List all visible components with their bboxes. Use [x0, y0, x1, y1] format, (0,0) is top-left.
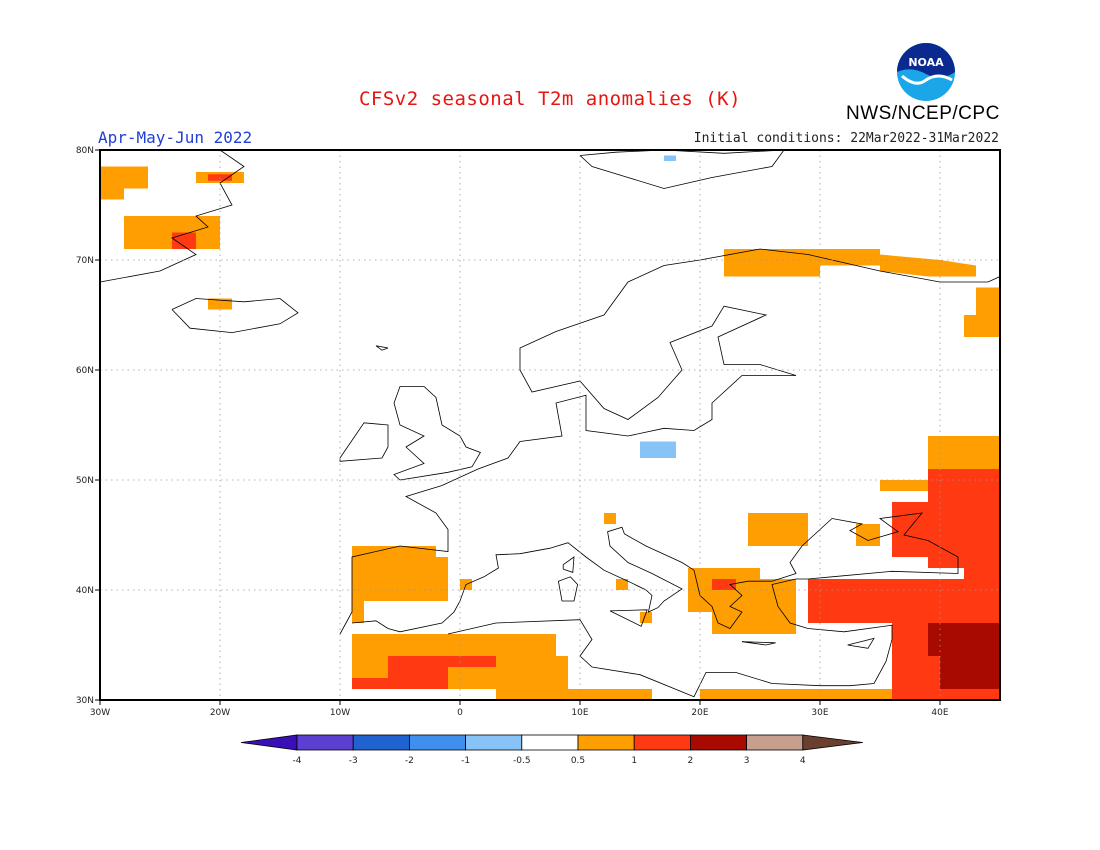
lon-tick-label: 40E: [931, 708, 948, 718]
colorbar-arrow-low: [240, 734, 298, 751]
colorbar-label: -3: [349, 756, 358, 766]
agency-label: NWS/NCEP/CPC: [846, 103, 1000, 124]
anomaly-orange-region: [688, 568, 796, 634]
colorbar-label: 1: [631, 756, 637, 766]
coastline: [847, 637, 875, 649]
anomaly-lightblue-region: [640, 441, 676, 458]
coastline: [351, 512, 959, 698]
svg-text:NOAA: NOAA: [908, 56, 944, 69]
lat-tick-label: 50N: [76, 476, 94, 486]
coastline: [339, 422, 389, 462]
anomaly-orange-region: [352, 546, 448, 623]
graticule: [100, 150, 1000, 700]
map-title: CFSv2 seasonal T2m anomalies (K): [358, 88, 742, 110]
anomaly-red-region: [928, 469, 1000, 568]
map-frame: [99, 149, 1001, 701]
anomaly-orange-region: [496, 656, 652, 700]
coastline: [741, 641, 776, 646]
anomaly-regions: [100, 155, 1000, 700]
anomaly-lightblue-region: [664, 155, 676, 161]
lat-tick-label: 60N: [76, 366, 94, 376]
colorbar: -4 -3 -2 -1 -0.5 0.5 1 2 3 4: [240, 734, 863, 766]
lon-tick-label: 10W: [330, 708, 350, 718]
lon-tick-label: 30W: [90, 708, 110, 718]
anomaly-orange-region: [748, 513, 808, 546]
colorbar-segment: [633, 734, 691, 751]
colorbar-segment: [465, 734, 523, 751]
coastline: [609, 609, 648, 627]
anomaly-darkred-region: [928, 623, 1000, 689]
coastlines: [100, 150, 1000, 698]
anomaly-red-region: [352, 656, 496, 689]
lon-tick-label: 10E: [571, 708, 588, 718]
colorbar-arrow-high: [802, 734, 863, 751]
anomaly-red-region: [172, 232, 196, 249]
lon-tick-label: 0: [457, 708, 463, 718]
anomaly-red-region: [712, 579, 736, 590]
colorbar-label: -4: [293, 756, 302, 766]
colorbar-segment: [408, 734, 466, 751]
anomaly-orange-region: [616, 579, 628, 590]
lat-tick-label: 40N: [76, 586, 94, 596]
colorbar-label: -0.5: [513, 756, 531, 766]
lon-tick-label: 30E: [811, 708, 828, 718]
forecast-period: Apr-May-Jun 2022: [98, 128, 253, 147]
initial-conditions: Initial conditions: 22Mar2022-31Mar2022: [693, 131, 999, 146]
axis-ticks: 30W 20W 10W 0 10E 20E 30E 40E 30N 40N 50N 60N 70N 80N: [76, 146, 949, 718]
colorbar-segment: [690, 734, 748, 751]
anomaly-red-region: [892, 502, 928, 557]
colorbar-segment: [521, 734, 579, 751]
colorbar-label: 3: [744, 756, 750, 766]
anomaly-orange-region: [880, 254, 976, 277]
coastline: [375, 345, 389, 351]
colorbar-segment: [746, 734, 804, 751]
colorbar-label: 4: [800, 756, 806, 766]
colorbar-label: -2: [405, 756, 414, 766]
lon-tick-label: 20E: [691, 708, 708, 718]
colorbar-label: -1: [461, 756, 470, 766]
colorbar-label: 2: [688, 756, 694, 766]
colorbar-label: 0.5: [571, 756, 585, 766]
anomaly-orange-region: [100, 166, 148, 200]
coastline: [339, 248, 1000, 635]
anomaly-orange-region: [724, 249, 880, 277]
lon-tick-label: 20W: [210, 708, 230, 718]
colorbar-segment: [577, 734, 635, 751]
coastline: [171, 298, 299, 334]
coastline: [579, 150, 785, 189]
anomaly-orange-region: [604, 513, 616, 524]
noaa-logo: NOAA: [897, 43, 955, 101]
anomaly-orange-region: [964, 287, 1000, 337]
lat-tick-label: 80N: [76, 146, 94, 156]
coastline: [100, 150, 245, 283]
lat-tick-label: 30N: [76, 696, 94, 706]
coastline: [557, 576, 579, 602]
colorbar-segment: [296, 734, 354, 751]
coastline: [393, 386, 481, 481]
coastline: [562, 556, 575, 573]
lat-tick-label: 70N: [76, 256, 94, 266]
colorbar-segment: [352, 734, 410, 751]
